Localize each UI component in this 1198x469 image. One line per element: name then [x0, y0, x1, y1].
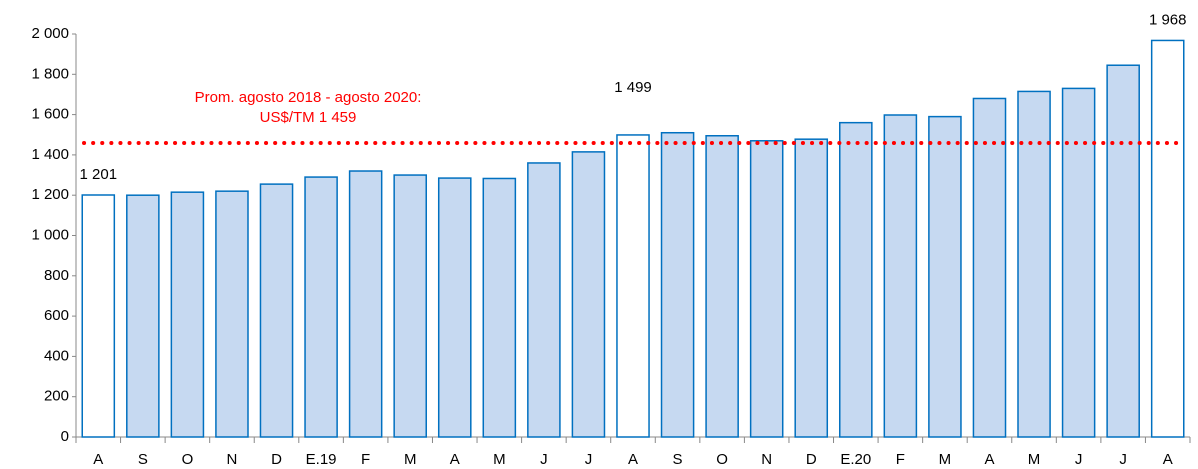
bar	[393, 174, 427, 438]
x-tick-label: M	[493, 451, 506, 468]
bar	[794, 138, 829, 438]
x-tick-label: A	[450, 451, 460, 468]
bar	[170, 191, 205, 438]
y-tick-label: 600	[44, 307, 69, 324]
reference-label: US$/TM 1 459	[260, 109, 357, 126]
x-tick-label: E.19	[306, 451, 337, 468]
x-tick-label: N	[761, 451, 772, 468]
bar	[304, 176, 338, 438]
bar	[1061, 87, 1096, 438]
bar	[839, 121, 873, 438]
x-tick-label: O	[182, 451, 194, 468]
bar	[81, 194, 116, 438]
y-tick-label: 0	[61, 428, 69, 445]
x-tick-label: O	[716, 451, 728, 468]
bar	[705, 135, 739, 438]
reference-label: Prom. agosto 2018 - agosto 2020:	[195, 89, 422, 106]
bar	[482, 177, 517, 438]
x-tick-label: J	[1075, 451, 1083, 468]
bar	[259, 183, 294, 438]
bar	[928, 115, 962, 438]
data-label: 1 201	[80, 166, 118, 183]
y-tick-label: 1 600	[31, 106, 69, 123]
x-tick-label: J	[1119, 451, 1127, 468]
bar	[215, 190, 249, 438]
x-tick-label: M	[939, 451, 952, 468]
y-tick-label: 400	[44, 347, 69, 364]
x-tick-label: M	[1028, 451, 1041, 468]
bar	[1150, 39, 1185, 438]
y-tick-label: 800	[44, 267, 69, 284]
bar	[749, 140, 784, 438]
x-tick-label: A	[628, 451, 638, 468]
bar	[660, 131, 695, 438]
x-tick-label: N	[227, 451, 238, 468]
x-tick-label: S	[138, 451, 148, 468]
bar	[1017, 90, 1051, 438]
y-tick-label: 1 800	[31, 65, 69, 82]
x-tick-label: A	[93, 451, 103, 468]
x-tick-label: F	[361, 451, 370, 468]
data-label: 1 499	[614, 79, 652, 96]
y-tick-label: 1 000	[31, 226, 69, 243]
bar	[571, 151, 606, 438]
bar	[883, 114, 918, 438]
y-tick-label: 1 400	[31, 146, 69, 163]
x-tick-label: J	[540, 451, 548, 468]
bar	[972, 97, 1007, 438]
x-tick-label: A	[984, 451, 994, 468]
bar	[126, 194, 160, 438]
x-tick-label: E.20	[840, 451, 871, 468]
y-tick-label: 2 000	[31, 25, 69, 42]
bar	[348, 170, 383, 438]
x-tick-label: F	[896, 451, 905, 468]
x-tick-label: M	[404, 451, 417, 468]
x-tick-label: S	[673, 451, 683, 468]
bar	[616, 134, 650, 438]
bar	[437, 177, 472, 438]
y-tick-label: 1 200	[31, 186, 69, 203]
x-tick-label: D	[271, 451, 282, 468]
bar	[1106, 64, 1140, 438]
y-tick-label: 200	[44, 388, 69, 405]
x-tick-label: J	[585, 451, 593, 468]
x-tick-label: A	[1163, 451, 1173, 468]
data-label: 1 968	[1149, 11, 1187, 28]
x-tick-label: D	[806, 451, 817, 468]
bar	[527, 162, 561, 438]
